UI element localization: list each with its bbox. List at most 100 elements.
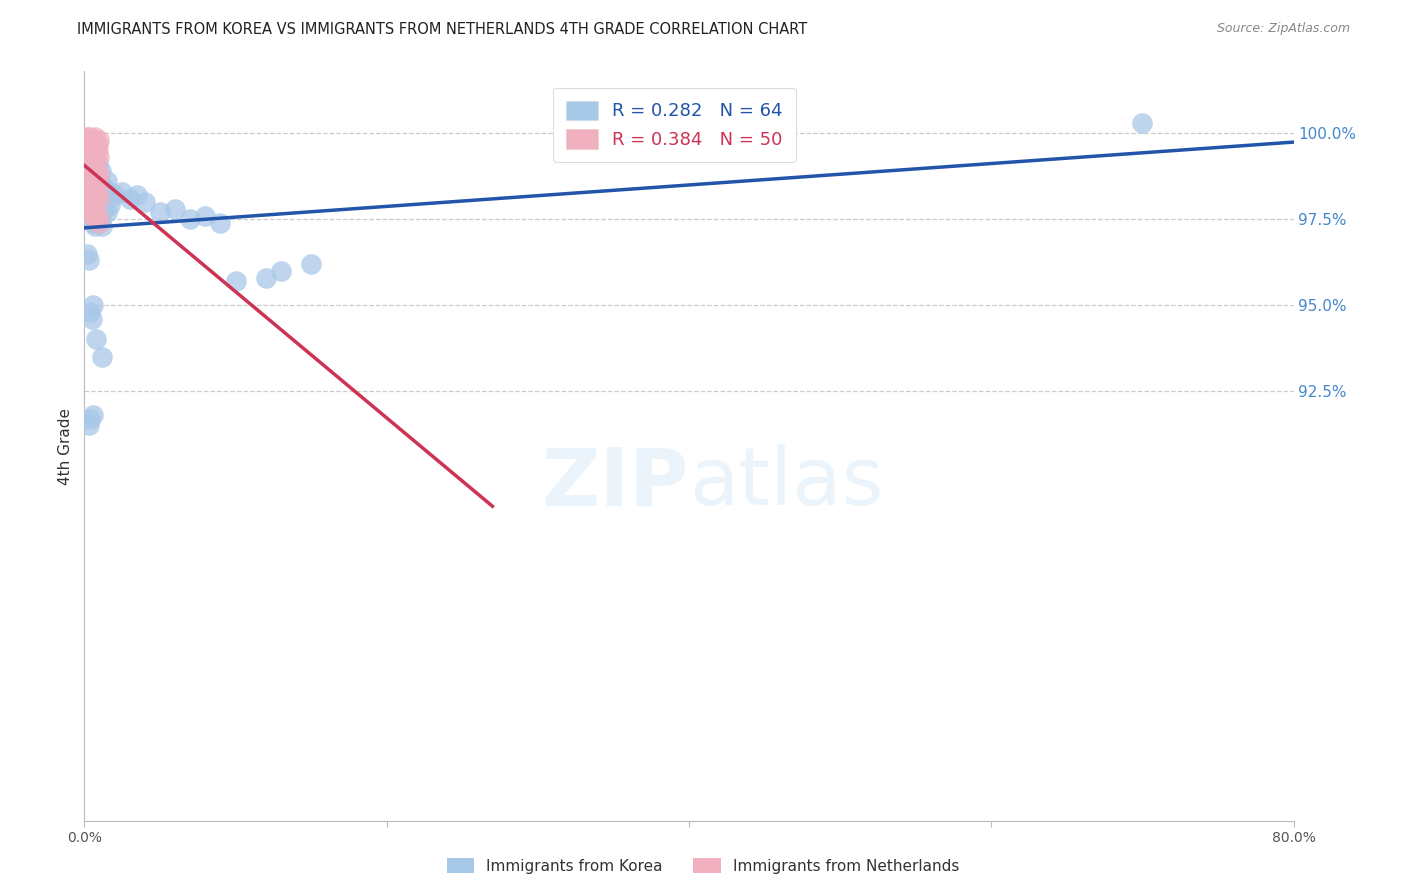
Point	[91, 219, 114, 233]
Point	[82, 408, 104, 422]
Point	[89, 202, 111, 216]
Point	[1130, 116, 1153, 130]
Point	[82, 188, 104, 202]
Point	[82, 216, 104, 230]
Point	[90, 194, 112, 209]
Point	[76, 246, 98, 260]
Point	[76, 161, 98, 175]
Point	[79, 133, 101, 147]
Point	[225, 274, 247, 288]
Point	[89, 133, 111, 147]
Point	[209, 216, 232, 230]
Point	[96, 174, 118, 188]
Point	[75, 133, 97, 147]
Point	[79, 181, 101, 195]
Point	[84, 129, 107, 144]
Point	[89, 168, 111, 182]
Point	[84, 192, 107, 206]
Point	[79, 153, 101, 168]
Point	[82, 161, 104, 175]
Point	[90, 212, 112, 227]
Point	[89, 170, 111, 185]
Point	[75, 144, 97, 158]
Point	[104, 188, 127, 202]
Point	[80, 311, 103, 326]
Point	[79, 305, 101, 319]
Point	[79, 205, 101, 219]
Point	[84, 219, 107, 233]
Point	[77, 129, 100, 144]
Point	[299, 257, 322, 271]
Point	[194, 209, 217, 223]
Point	[86, 188, 108, 202]
Point	[86, 333, 108, 347]
Text: atlas: atlas	[689, 444, 883, 523]
Point	[86, 140, 108, 154]
Point	[79, 146, 101, 161]
Point	[80, 202, 103, 216]
Point	[87, 144, 110, 158]
Point	[165, 202, 187, 216]
Legend: Immigrants from Korea, Immigrants from Netherlands: Immigrants from Korea, Immigrants from N…	[440, 852, 966, 880]
Point	[96, 205, 118, 219]
Point	[87, 157, 110, 171]
Point	[82, 133, 104, 147]
Y-axis label: 4th Grade: 4th Grade	[58, 408, 73, 484]
Text: Source: ZipAtlas.com: Source: ZipAtlas.com	[1216, 22, 1350, 36]
Point	[79, 192, 101, 206]
Point	[84, 168, 107, 182]
Point	[134, 194, 156, 209]
Point	[89, 216, 111, 230]
Point	[89, 150, 111, 164]
Point	[77, 170, 100, 185]
Point	[82, 140, 104, 154]
Point	[82, 161, 104, 175]
Point	[98, 185, 121, 199]
Point	[80, 168, 103, 182]
Point	[75, 178, 97, 192]
Point	[254, 270, 277, 285]
Point	[76, 202, 98, 216]
Point	[86, 212, 108, 227]
Point	[89, 192, 111, 206]
Point	[84, 164, 107, 178]
Legend: R = 0.282   N = 64, R = 0.384   N = 50: R = 0.282 N = 64, R = 0.384 N = 50	[553, 88, 796, 162]
Text: IMMIGRANTS FROM KOREA VS IMMIGRANTS FROM NETHERLANDS 4TH GRADE CORRELATION CHART: IMMIGRANTS FROM KOREA VS IMMIGRANTS FROM…	[77, 22, 807, 37]
Point	[77, 157, 100, 171]
Point	[77, 136, 100, 151]
Text: ZIP: ZIP	[541, 444, 689, 523]
Point	[75, 198, 97, 212]
Point	[77, 418, 100, 433]
Point	[87, 170, 110, 185]
Point	[84, 181, 107, 195]
Point	[270, 263, 292, 277]
Point	[80, 209, 103, 223]
Point	[86, 161, 108, 175]
Point	[86, 194, 108, 209]
Point	[98, 198, 121, 212]
Point	[76, 174, 98, 188]
Point	[79, 411, 101, 425]
Point	[86, 146, 108, 161]
Point	[76, 161, 98, 175]
Point	[149, 205, 172, 219]
Point	[80, 144, 103, 158]
Point	[80, 178, 103, 192]
Point	[86, 164, 108, 178]
Point	[82, 209, 104, 223]
Point	[89, 209, 111, 223]
Point	[80, 136, 103, 151]
Point	[91, 350, 114, 364]
Point	[84, 205, 107, 219]
Point	[87, 185, 110, 199]
Point	[87, 136, 110, 151]
Point	[77, 253, 100, 268]
Point	[79, 205, 101, 219]
Point	[75, 157, 97, 171]
Point	[76, 188, 98, 202]
Point	[118, 192, 141, 206]
Point	[111, 185, 134, 199]
Point	[79, 157, 101, 171]
Point	[127, 188, 149, 202]
Point	[93, 181, 115, 195]
